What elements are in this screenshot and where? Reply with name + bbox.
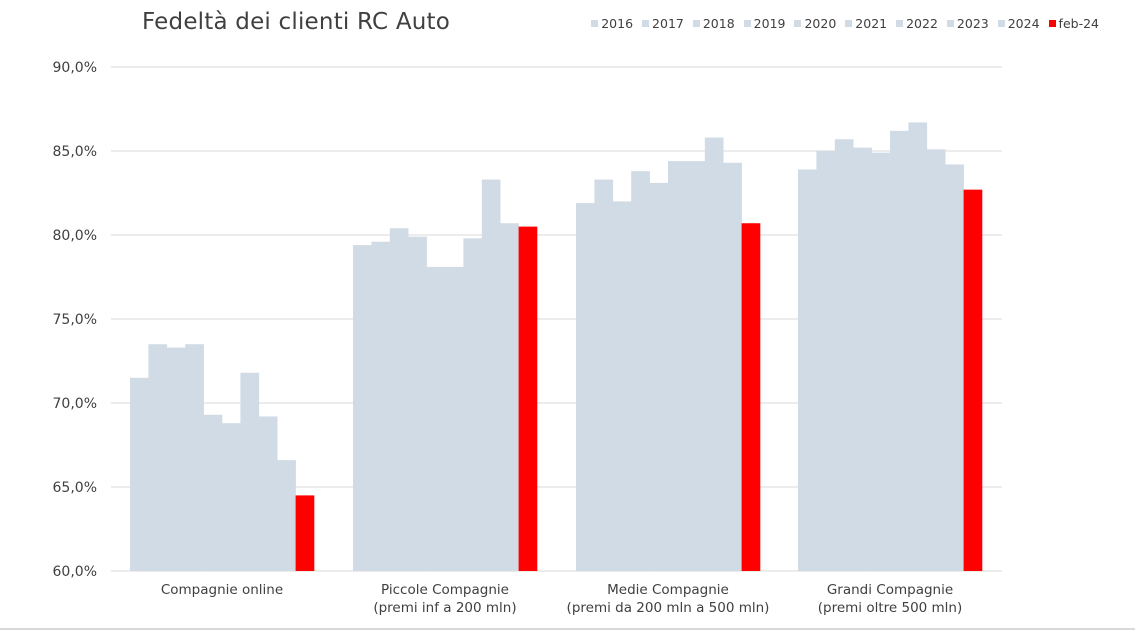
bar	[649, 182, 669, 572]
x-category-label: (premi oltre 500 mln)	[818, 600, 963, 616]
bar	[890, 130, 909, 571]
x-category-label: Compagnie online	[161, 582, 283, 598]
bar	[481, 179, 501, 571]
legend-item: 2023	[946, 16, 989, 31]
bar	[741, 223, 761, 572]
bar	[612, 201, 632, 571]
bar	[576, 203, 595, 571]
legend-item: 2022	[896, 16, 938, 31]
bar	[353, 245, 372, 571]
bar	[240, 372, 260, 571]
bar	[295, 495, 315, 571]
legend-label: 2020	[804, 16, 837, 31]
bar	[594, 179, 614, 571]
bar	[668, 161, 687, 571]
legend-item: 2024	[997, 16, 1040, 31]
legend-swatch	[591, 20, 599, 27]
bar	[723, 162, 742, 571]
legend-swatch	[1048, 20, 1056, 27]
x-category-label: Medie Compagnie	[607, 582, 729, 598]
legend-label: 2018	[702, 16, 735, 31]
x-category-label: (premi inf a 200 mln)	[373, 600, 516, 616]
legend-label: 2019	[753, 16, 786, 31]
bar	[963, 189, 983, 571]
bar	[945, 164, 964, 571]
legend-swatch	[743, 20, 751, 27]
legend-label: 2023	[956, 16, 989, 31]
y-tick-label: 60,0%	[53, 564, 97, 580]
legend-item: feb-24	[1048, 16, 1099, 31]
bar	[445, 266, 464, 571]
bar	[686, 161, 706, 571]
bar	[908, 122, 928, 571]
legend-swatch	[794, 20, 802, 27]
x-category-label: Grandi Compagnie	[827, 582, 953, 598]
legend-item: 2016	[591, 16, 633, 31]
bar	[798, 169, 817, 572]
bar	[426, 266, 446, 571]
bar	[500, 223, 519, 572]
legend-label: 2022	[906, 16, 938, 31]
bar	[148, 344, 168, 571]
bar	[203, 414, 223, 571]
legend-item: 2019	[743, 16, 786, 31]
bar	[463, 238, 483, 572]
bar	[371, 241, 391, 571]
legend: 2016 2017 2018 2019 2020 2021 2022 2023 2024 feb-…	[591, 16, 1099, 31]
bar	[816, 151, 836, 571]
x-category-label: (premi da 200 mln a 500 mln)	[567, 600, 770, 616]
bar	[871, 152, 891, 571]
y-tick-label: 70,0%	[53, 396, 97, 412]
bar	[258, 416, 278, 571]
legend-swatch	[946, 20, 954, 27]
y-tick-label: 90,0%	[53, 60, 97, 76]
y-tick-label: 85,0%	[53, 144, 97, 160]
x-category-label: Piccole Compagnie	[381, 582, 509, 598]
y-tick-label: 75,0%	[53, 312, 97, 328]
legend-label: 2017	[652, 16, 684, 31]
legend-swatch	[692, 20, 700, 27]
legend-label: feb-24	[1058, 16, 1099, 31]
legend-item: 2021	[845, 16, 887, 31]
bar	[222, 423, 241, 571]
legend-swatch	[845, 20, 853, 27]
bar	[853, 147, 872, 571]
bar	[631, 171, 650, 571]
bar	[408, 236, 427, 571]
bottom-divider	[0, 628, 1135, 630]
bar	[130, 377, 149, 571]
legend-swatch	[642, 20, 650, 27]
bar	[185, 344, 204, 571]
legend-item: 2020	[794, 16, 836, 31]
legend-label: 2024	[1007, 16, 1040, 31]
y-tick-label: 80,0%	[53, 228, 97, 244]
legend-swatch	[997, 20, 1005, 27]
bar	[389, 228, 409, 571]
legend-label: 2016	[601, 16, 634, 31]
bar	[926, 149, 946, 571]
legend-label: 2021	[855, 16, 888, 31]
bar	[834, 139, 854, 572]
legend-item: 2018	[692, 16, 735, 31]
legend-swatch	[896, 20, 904, 27]
bar	[277, 460, 296, 571]
bar	[704, 137, 724, 571]
legend-item: 2017	[642, 16, 684, 31]
y-tick-label: 65,0%	[53, 480, 97, 496]
chart-title: Fedeltà dei clienti RC Auto	[142, 9, 451, 35]
bar	[166, 347, 186, 571]
bar	[518, 226, 538, 571]
